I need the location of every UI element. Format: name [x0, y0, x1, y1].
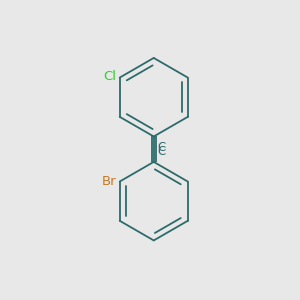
- Text: C: C: [158, 141, 166, 154]
- Text: Br: Br: [102, 175, 116, 188]
- Text: Cl: Cl: [103, 70, 116, 83]
- Text: C: C: [158, 145, 166, 158]
